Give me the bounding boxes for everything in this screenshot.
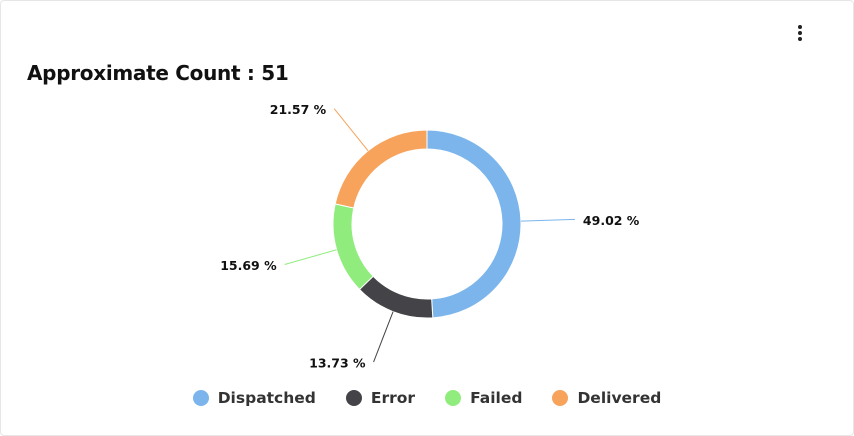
data-label: 21.57 % xyxy=(270,102,327,117)
connector xyxy=(373,311,394,363)
legend-marker xyxy=(345,390,362,406)
legend-item[interactable]: Delivered xyxy=(552,389,661,407)
connector xyxy=(284,249,337,265)
slice xyxy=(426,129,522,319)
legend-label: Failed xyxy=(470,389,523,407)
donut-chart: 49.02 % 13.73 % 15.69 % 21.57 % xyxy=(220,102,640,371)
legend-item[interactable]: Error xyxy=(345,389,416,407)
connector xyxy=(520,218,575,222)
legend-label: Dispatched xyxy=(217,389,316,407)
slice xyxy=(358,275,434,319)
slice xyxy=(332,203,374,291)
connector xyxy=(333,108,369,152)
slice xyxy=(334,129,428,209)
legend-marker xyxy=(445,390,462,406)
data-label: 15.69 % xyxy=(220,258,277,273)
legend: Dispatched Error Failed Delivered xyxy=(1,389,853,407)
legend-label: Error xyxy=(370,389,416,407)
legend-label: Delivered xyxy=(577,389,662,407)
data-label: 13.73 % xyxy=(309,356,366,371)
menu-button[interactable] xyxy=(791,23,809,43)
legend-marker xyxy=(192,390,209,406)
legend-marker xyxy=(552,390,569,406)
legend-item[interactable]: Dispatched xyxy=(192,389,316,407)
data-label: 49.02 % xyxy=(583,213,640,228)
chart-title: Approximate Count : 51 xyxy=(27,61,289,85)
legend-item[interactable]: Failed xyxy=(445,389,522,407)
